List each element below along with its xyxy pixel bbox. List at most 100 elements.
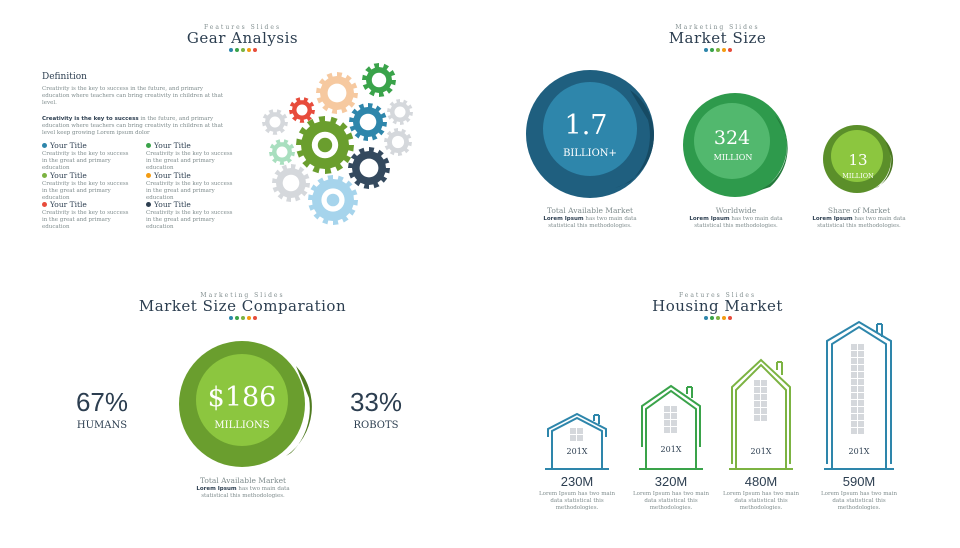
house-desc: Lorem Ipsum has two main data statistica… <box>539 491 615 511</box>
house-caption-4: 590M Lorem Ipsum has two main data stati… <box>819 474 899 512</box>
market-title-dots <box>480 48 955 52</box>
house-4 <box>824 320 894 470</box>
circle-value: 13 <box>848 151 867 169</box>
caption-desc: Lorem Ipsum has two main data statistica… <box>193 486 293 500</box>
gear-hole <box>282 174 300 192</box>
house-window <box>851 428 857 434</box>
house-window <box>851 421 857 427</box>
house-window <box>761 394 767 400</box>
house-window <box>761 408 767 414</box>
desc-bold: Lorem Ipsum <box>689 216 730 222</box>
houses-illustration: 201X 201X 201X 201X <box>545 320 894 470</box>
gear-hole <box>394 106 406 118</box>
slide-gear-analysis: Features Slides Gear Analysis Definition… <box>0 0 480 274</box>
house-window <box>858 365 864 371</box>
gear-item: Your Title Creativity is the key to succ… <box>146 171 236 202</box>
house-window <box>851 386 857 392</box>
dot <box>252 48 257 52</box>
robots-stat: 33% ROBOTS <box>336 387 416 431</box>
house-year: 201X <box>849 447 870 456</box>
caption-worldwide: Worldwide Lorem Ipsum has two main data … <box>686 206 786 230</box>
dot <box>709 48 714 52</box>
dot <box>721 316 726 320</box>
comparation-title: Market Size Comparation <box>138 297 347 315</box>
house-window <box>754 380 760 386</box>
house-window <box>858 407 864 413</box>
house-window <box>664 413 670 419</box>
dot <box>234 48 239 52</box>
desc-text: has two main data statistical this metho… <box>694 216 783 229</box>
housing-title: Housing Market <box>652 297 783 315</box>
caption-share: Share of Market Lorem Ipsum has two main… <box>809 206 909 230</box>
house-window <box>754 415 760 421</box>
circle-worldwide: 324 MILLION <box>683 93 788 197</box>
house-window <box>851 344 857 350</box>
gear-hole <box>296 104 308 116</box>
dot <box>715 48 720 52</box>
house-window <box>858 358 864 364</box>
housing-title-dots <box>480 316 955 320</box>
robots-value: 33% <box>349 387 403 417</box>
item-title: Your Title <box>154 171 191 180</box>
gear-hole <box>269 116 281 128</box>
dot <box>715 316 720 320</box>
comparation-title-dots <box>0 316 485 320</box>
gear-item: Your Title Creativity is the key to succ… <box>42 171 132 202</box>
gear-hole <box>276 146 288 158</box>
caption-desc: Lorem Ipsum has two main data statistica… <box>809 216 909 230</box>
dot <box>703 316 708 320</box>
house-window <box>577 435 583 441</box>
house-window <box>851 393 857 399</box>
house-window <box>851 351 857 357</box>
desc-bold: Lorem Ipsum <box>812 216 853 222</box>
house-window <box>851 372 857 378</box>
dot <box>703 48 708 52</box>
house-desc: Lorem Ipsum has two main data statistica… <box>633 491 709 511</box>
house-window <box>858 400 864 406</box>
definition-paragraph: Creativity is the key to success in the … <box>42 86 224 106</box>
caption-label: Total Available Market <box>546 206 634 215</box>
house-value: 230M <box>560 474 594 489</box>
bullet-dot-icon <box>42 173 47 178</box>
circle-total-market: 1.7 BILLION+ <box>526 70 654 198</box>
circle-unit: BILLION+ <box>563 148 617 159</box>
gear-item: Your Title Creativity is the key to succ… <box>42 200 132 231</box>
house-window <box>851 407 857 413</box>
bullet-dot-icon <box>42 202 47 207</box>
house-window <box>761 401 767 407</box>
dot <box>246 48 251 52</box>
market-title: Market Size <box>668 29 767 47</box>
humans-value: 67% <box>75 387 129 417</box>
house-window <box>858 351 864 357</box>
house-window <box>851 365 857 371</box>
gear-item: Your Title Creativity is the key to succ… <box>42 141 132 172</box>
caption-label: Share of Market <box>827 206 891 215</box>
gear-hole <box>371 72 387 88</box>
definition-heading: Definition <box>42 72 87 82</box>
slide-housing-market: Features Slides Housing Market <box>480 274 960 548</box>
caption-total-market: Total Available Market Lorem Ipsum has t… <box>540 206 640 230</box>
house-window <box>858 414 864 420</box>
circle-value: 1.7 <box>565 110 608 141</box>
house-window <box>858 379 864 385</box>
paragraph-bold: Creativity is the key to success <box>42 116 139 122</box>
bullet-dot-icon <box>146 143 151 148</box>
item-title: Your Title <box>154 200 191 209</box>
dot <box>727 316 732 320</box>
dot <box>228 48 233 52</box>
house-window <box>754 394 760 400</box>
house-window <box>761 380 767 386</box>
desc-text: has two main data statistical this metho… <box>201 486 290 499</box>
house-value: 480M <box>744 474 778 489</box>
item-desc: Creativity is the key to success in the … <box>42 151 129 171</box>
bullet-dot-icon <box>146 173 151 178</box>
desc-bold: Lorem Ipsum <box>543 216 584 222</box>
dot <box>246 316 251 320</box>
house-window <box>858 372 864 378</box>
house-value: 320M <box>654 474 688 489</box>
house-window <box>671 413 677 419</box>
item-title: Your Title <box>50 171 87 180</box>
center-value: $186 <box>208 382 277 413</box>
caption-label: Total Available Market <box>199 476 287 485</box>
gear-title-dots <box>0 48 485 52</box>
